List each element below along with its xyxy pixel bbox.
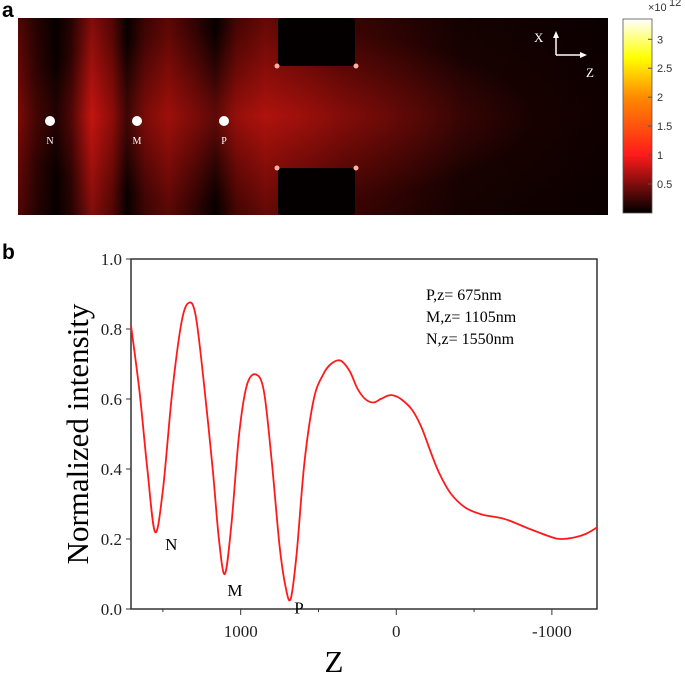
- heatmap: N M P X Z: [18, 18, 608, 215]
- colorbar-tick-label: 1: [657, 150, 663, 162]
- y-axis-label: Normalized intensity: [60, 303, 95, 564]
- panel-a-label: a: [2, 0, 14, 22]
- line-chart: 0.0 0.2 0.4 0.6 0.8 1.0 1000 0 -1000 N M P P,z= 6…: [60, 250, 598, 679]
- x-tick-label: 1000: [224, 622, 258, 641]
- y-tick-label: 0.8: [101, 320, 122, 339]
- colorbar-tick-label: 2: [657, 92, 663, 104]
- upper-block: [278, 18, 355, 66]
- y-tick-label: 0.2: [101, 530, 122, 549]
- x-arrowhead-icon: [553, 31, 559, 38]
- colorbar-tick-label: 1.5: [657, 121, 672, 133]
- y-tick-label: 0.6: [101, 390, 122, 409]
- x-axis-label: Z: [325, 644, 344, 679]
- colorbar-gradient: [622, 18, 653, 214]
- marker-N: [45, 116, 55, 126]
- panel-b-label: b: [2, 241, 15, 264]
- axis-indicator-z: Z: [586, 65, 594, 80]
- colorbar-tick-label: 2.5: [657, 63, 672, 75]
- y-tick-label: 0.4: [101, 460, 123, 479]
- axis-indicator-x: X: [534, 30, 544, 45]
- colorbar: ×10 12 0.5 1 1.5 2 2.5 3: [622, 0, 681, 214]
- plot-frame: [130, 258, 598, 610]
- x-tick-label: -1000: [532, 622, 572, 641]
- hotspot: [274, 165, 280, 171]
- legend-line: N,z= 1550nm: [426, 331, 515, 348]
- marker-M: [132, 116, 142, 126]
- y-tick-label: 1.0: [101, 250, 122, 269]
- annotation-M: M: [227, 581, 242, 600]
- lower-block: [278, 168, 355, 215]
- legend-line: M,z= 1105nm: [426, 309, 517, 326]
- annotation-P: P: [294, 599, 303, 618]
- colorbar-tick-label: 3: [657, 34, 663, 46]
- hotspot: [274, 63, 280, 69]
- y-tick-label: 0.0: [101, 600, 122, 619]
- colorbar-tick-label: 0.5: [657, 179, 672, 191]
- marker-P: [219, 116, 229, 126]
- legend-line: P,z= 675nm: [426, 287, 502, 304]
- series-line: [130, 301, 598, 602]
- x-tick-label: 0: [392, 622, 401, 641]
- colorbar-exponent: 12: [669, 0, 681, 9]
- colorbar-exponent-base: ×10: [648, 2, 667, 14]
- marker-label: N: [46, 136, 53, 147]
- hotspot: [353, 165, 359, 171]
- marker-label: P: [221, 136, 227, 147]
- legend-text: P,z= 675nm M,z= 1105nm N,z= 1550nm: [426, 287, 517, 348]
- axes-indicator: [553, 31, 587, 58]
- hotspot: [353, 63, 359, 69]
- marker-label: M: [133, 136, 142, 147]
- annotation-N: N: [165, 535, 177, 554]
- z-arrowhead-icon: [580, 52, 587, 58]
